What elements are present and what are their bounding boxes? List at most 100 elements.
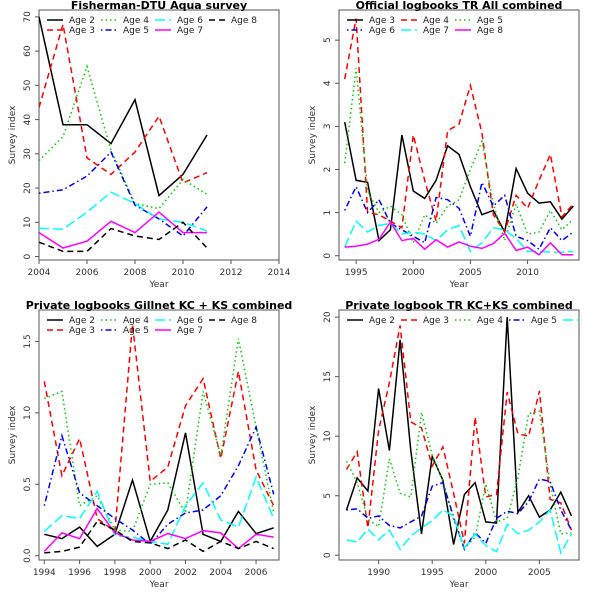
series-line-age-3 xyxy=(343,121,574,243)
x-axis-label: Year xyxy=(148,280,168,290)
legend-label: Age 4 xyxy=(123,316,149,326)
x-tick-label: 2005 xyxy=(528,568,551,578)
series-line-age-4 xyxy=(343,18,574,234)
y-tick-label: 30 xyxy=(23,148,33,160)
y-tick-label: 10 xyxy=(23,216,33,228)
legend-label: Age 8 xyxy=(231,316,257,326)
plot-frame xyxy=(338,309,580,561)
x-tick-label: 1995 xyxy=(345,268,368,278)
legend-label: Age 3 xyxy=(423,316,449,326)
legend-label: Age 4 xyxy=(423,16,449,26)
chart-panel-2: Official logbooks TR All combined 1995 200… xyxy=(308,0,580,290)
series-line-age-8 xyxy=(39,221,208,253)
y-tick-label: 20 xyxy=(23,182,33,194)
x-axis-label: Year xyxy=(448,280,468,290)
x-tick-label: 2000 xyxy=(402,268,425,278)
chart-title: Private logbook TR KC+KS combined xyxy=(345,299,572,312)
legend-label: Age 6 xyxy=(177,316,203,326)
legend-label: Age 2 xyxy=(69,16,95,26)
legend-label: Age 5 xyxy=(477,16,503,26)
series-line-age-3 xyxy=(43,324,275,533)
y-tick-label: 0.0 xyxy=(23,548,33,563)
chart-title: Fisherman-DTU Aqua survey xyxy=(71,0,247,12)
legend-label: Age 2 xyxy=(369,316,395,326)
legend-label: Age 6 xyxy=(369,26,395,36)
legend-label: Age 3 xyxy=(369,16,395,26)
y-tick-label: 0.5 xyxy=(23,477,33,491)
y-tick-label: 1.5 xyxy=(23,334,33,348)
series-line-age-6 xyxy=(344,180,574,251)
y-tick-label: 2 xyxy=(323,167,333,173)
x-tick-label: 2014 xyxy=(268,268,291,278)
y-tick-label: 70 xyxy=(23,11,33,23)
series-line-age-4 xyxy=(44,338,275,533)
series-line-age-6 xyxy=(39,191,208,232)
y-tick-label: 60 xyxy=(23,45,33,57)
x-tick-label: 2010 xyxy=(172,268,195,278)
y-tick-label: 0 xyxy=(323,552,333,558)
series-line-age-7 xyxy=(43,507,274,552)
legend-label: Age 4 xyxy=(477,316,503,326)
series-line-unlabeled xyxy=(346,508,573,555)
series-line-age-3 xyxy=(39,24,208,184)
legend-label: Age 7 xyxy=(423,26,449,36)
legend-label: Age 5 xyxy=(123,26,149,36)
x-tick-label: 2004 xyxy=(209,568,232,578)
y-tick-label: 50 xyxy=(23,79,33,91)
y-tick-label: 1 xyxy=(323,210,333,216)
legend-label: Age 8 xyxy=(477,26,503,36)
y-tick-label: 1.0 xyxy=(23,405,33,420)
x-tick-label: 2006 xyxy=(76,268,99,278)
x-tick-label: 1990 xyxy=(367,568,390,578)
y-tick-label: 0 xyxy=(323,253,333,259)
legend-label: Age 8 xyxy=(231,16,257,26)
series-line-age-8 xyxy=(344,220,574,256)
chart-title: Private logbooks Gillnet KC + KS combine… xyxy=(26,299,293,312)
y-axis-label: Survey index xyxy=(8,105,18,164)
legend-label: Age 3 xyxy=(69,326,95,336)
series-line-age-2 xyxy=(39,16,208,197)
x-tick-label: 2005 xyxy=(459,268,482,278)
x-tick-label: 2000 xyxy=(474,568,497,578)
x-tick-label: 2008 xyxy=(124,268,147,278)
y-tick-label: 4 xyxy=(323,80,333,86)
series-line-age-5 xyxy=(343,68,574,245)
x-tick-label: 1998 xyxy=(103,568,126,578)
legend-label: Age 5 xyxy=(123,326,149,336)
legend-label: Age 7 xyxy=(177,326,203,336)
y-axis-label: Survey index xyxy=(308,105,318,164)
x-tick-label: 1996 xyxy=(68,568,91,578)
chart-title: Official logbooks TR All combined xyxy=(356,0,563,12)
legend-label: Age 3 xyxy=(69,26,95,36)
x-tick-label: 2004 xyxy=(28,268,51,278)
series-line-age-8 xyxy=(44,520,274,554)
plot-frame xyxy=(338,9,580,261)
y-tick-label: 15 xyxy=(323,371,333,382)
y-axis-label: Survey index xyxy=(8,405,18,464)
legend-label: Age 6 xyxy=(177,16,203,26)
series-line-age-7 xyxy=(39,211,207,249)
series-line-age-2 xyxy=(345,317,573,545)
x-tick-label: 1994 xyxy=(33,568,56,578)
x-tick-label: 2006 xyxy=(245,568,268,578)
series-line-age-6 xyxy=(43,475,275,546)
series-line-age-2 xyxy=(44,432,274,548)
x-axis-label: Year xyxy=(148,580,168,590)
x-axis-label: Year xyxy=(448,580,468,590)
x-tick-label: 2010 xyxy=(516,268,539,278)
y-tick-label: 40 xyxy=(23,114,33,126)
legend-label: Age 7 xyxy=(177,26,203,36)
plot-frame xyxy=(38,9,280,261)
y-tick-label: 3 xyxy=(323,124,333,130)
x-tick-label: 2000 xyxy=(139,568,162,578)
y-tick-label: 10 xyxy=(323,430,333,442)
y-tick-label: 5 xyxy=(323,37,333,43)
legend-label: Age 4 xyxy=(123,16,149,26)
series-line-age-5 xyxy=(43,424,275,546)
y-tick-label: 0 xyxy=(23,253,33,259)
chart-panel-4: Private logbook TR KC+KS combined 1990 199… xyxy=(308,299,580,590)
y-axis-label: Survey index xyxy=(308,405,318,464)
series-line-age-5 xyxy=(39,150,208,238)
